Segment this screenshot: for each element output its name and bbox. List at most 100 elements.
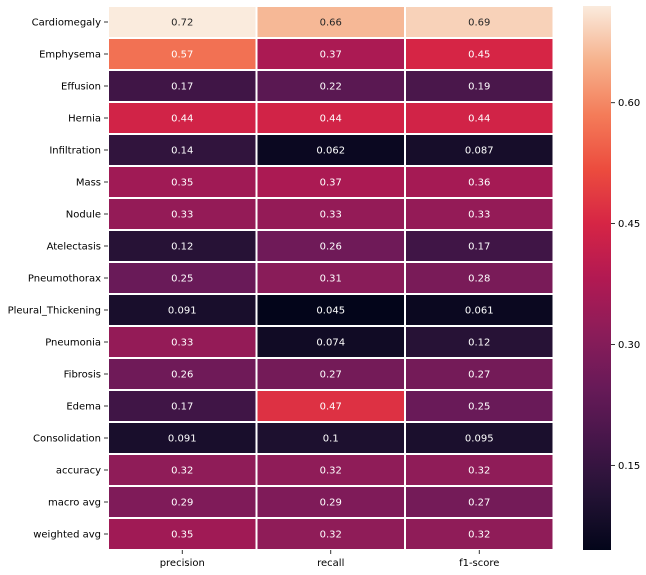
colorbar-tick-label: 0.30 [618,340,640,351]
x-axis-tick-labels: precision recall f1-score [160,550,499,569]
heatmap-cell-weighted-avg-recall [255,517,406,551]
heatmap-cell-value-consolidation-recall: 0.1 [323,434,339,445]
heatmap-cell-value-fibrosis-f1-score: 0.27 [468,370,490,381]
y-tick-label-emphysema: Emphysema [39,50,101,61]
heatmap-cell-value-weighted-avg-recall: 0.32 [320,530,342,541]
heatmap-cell-value-edema-precision: 0.17 [171,402,193,413]
heatmap-cell-value-fibrosis-recall: 0.27 [320,370,342,381]
y-tick-label-pleural-thickening: Pleural_Thickening [8,306,101,317]
colorbar-tick-label: 0.45 [618,219,640,230]
heatmap-cell-value-nodule-recall: 0.33 [320,210,342,221]
heatmap-cell-value-pleural-thickening-precision: 0.091 [168,306,197,317]
x-tick-label-precision: precision [160,558,205,569]
heatmap-cell-value-pneumonia-recall: 0.074 [316,338,345,349]
heatmap-cell-value-pneumonia-precision: 0.33 [171,338,193,349]
heatmap-cell-value-infiltration-f1-score: 0.087 [465,146,494,157]
colorbar-ticks: 0.15 0.30 0.45 0.60 [611,98,640,472]
heatmap-cell-value-effusion-f1-score: 0.19 [468,82,490,93]
colorbar-gradient [583,6,611,550]
heatmap-cell-weighted-avg-precision [107,517,258,551]
heatmap-cell-value-consolidation-f1-score: 0.095 [465,434,494,445]
heatmap-cell-value-atelectasis-precision: 0.12 [171,242,193,253]
heatmap-cell-value-weighted-avg-f1-score: 0.32 [468,530,490,541]
y-tick-label-nodule: Nodule [66,210,101,221]
heatmap-cell-edema-precision [107,389,258,423]
y-tick-label-accuracy: accuracy [56,466,101,477]
heatmap-cell-value-pneumothorax-precision: 0.25 [171,274,193,285]
heatmap-cell-value-accuracy-f1-score: 0.32 [468,466,490,477]
heatmap-cell-value-accuracy-precision: 0.32 [171,466,193,477]
heatmap-cell-consolidation-f1-score [404,421,555,455]
heatmap-cell-value-fibrosis-precision: 0.26 [171,370,193,381]
heatmap-cell-pneumothorax-f1-score [404,261,555,295]
heatmap-cell-emphysema-f1-score [404,37,555,71]
heatmap-cell-mass-recall [255,165,406,199]
heatmap-cell-pleural-thickening-recall [255,293,406,327]
heatmap-cell-value-macro-avg-f1-score: 0.27 [468,498,490,509]
x-tick-label-recall: recall [317,558,344,569]
heatmap-cell-edema-f1-score [404,389,555,423]
heatmap-cell-atelectasis-precision [107,229,258,263]
heatmap-cell-value-mass-f1-score: 0.36 [468,178,490,189]
heatmap-cell-value-edema-f1-score: 0.25 [468,402,490,413]
heatmap-cell-pleural-thickening-f1-score [404,293,555,327]
heatmap-cell-value-cardiomegaly-precision: 0.72 [171,18,193,29]
y-tick-label-mass: Mass [76,178,101,189]
heatmap-cell-value-effusion-recall: 0.22 [320,82,342,93]
y-tick-label-consolidation: Consolidation [33,434,101,445]
heatmap-cell-value-pneumothorax-f1-score: 0.28 [468,274,490,285]
heatmap-cell-value-macro-avg-recall: 0.29 [320,498,342,509]
heatmap-cell-effusion-recall [255,69,406,103]
heatmap-cell-hernia-f1-score [404,101,555,135]
heatmap-cell-value-pleural-thickening-recall: 0.045 [316,306,345,317]
heatmap-cell-value-emphysema-recall: 0.37 [320,50,342,61]
y-tick-label-cardiomegaly: Cardiomegaly [32,18,101,29]
heatmap-cell-value-emphysema-f1-score: 0.45 [468,50,490,61]
x-tick-label-f1-score: f1-score [459,558,499,569]
heatmap-cell-value-effusion-precision: 0.17 [171,82,193,93]
heatmap-cell-pneumonia-precision [107,325,258,359]
heatmap-cell-value-macro-avg-precision: 0.29 [171,498,193,509]
heatmap-cell-value-pneumothorax-recall: 0.31 [320,274,342,285]
heatmap-cell-value-pneumonia-f1-score: 0.12 [468,338,490,349]
heatmap-cells: 0.72 0.66 0.69 0.57 0.37 0.45 0.17 0.22 0.19 0.44… [107,5,555,551]
y-tick-label-pneumothorax: Pneumothorax [28,274,101,285]
heatmap-cell-value-atelectasis-f1-score: 0.17 [468,242,490,253]
heatmap-cell-value-nodule-f1-score: 0.33 [468,210,490,221]
heatmap-cell-value-mass-recall: 0.37 [320,178,342,189]
heatmap-cell-value-cardiomegaly-f1-score: 0.69 [468,18,490,29]
y-tick-label-atelectasis: Atelectasis [47,242,101,253]
heatmap-cell-infiltration-recall [255,133,406,167]
heatmap-cell-atelectasis-recall [255,229,406,263]
y-axis-tick-labels: Cardiomegaly Emphysema Effusion Hernia Infil… [8,18,108,541]
heatmap-cell-weighted-avg-f1-score [404,517,555,551]
heatmap-cell-value-edema-recall: 0.47 [320,402,342,413]
y-tick-label-hernia: Hernia [68,114,101,125]
y-tick-label-infiltration: Infiltration [49,146,101,157]
heatmap-cell-nodule-recall [255,197,406,231]
y-tick-label-effusion: Effusion [61,82,101,93]
heatmap-cell-pneumonia-f1-score [404,325,555,359]
heatmap-cell-fibrosis-f1-score [404,357,555,391]
heatmap-cell-value-accuracy-recall: 0.32 [320,466,342,477]
colorbar-tick-label: 0.15 [618,461,640,472]
heatmap-cell-value-cardiomegaly-recall: 0.66 [320,18,342,29]
heatmap-cell-atelectasis-f1-score [404,229,555,263]
heatmap-cell-macro-avg-precision [107,485,258,519]
colorbar: 0.15 0.30 0.45 0.60 [583,6,640,550]
y-tick-label-macro-avg: macro avg [48,498,101,509]
heatmap-cell-value-hernia-recall: 0.44 [320,114,342,125]
heatmap-cell-value-infiltration-precision: 0.14 [171,146,193,157]
heatmap-cell-macro-avg-f1-score [404,485,555,519]
colorbar-tick-label: 0.60 [618,98,640,109]
y-tick-label-weighted-avg: weighted avg [33,530,101,541]
y-tick-label-pneumonia: Pneumonia [45,338,101,349]
heatmap-cell-value-mass-precision: 0.35 [171,178,193,189]
heatmap-cell-accuracy-f1-score [404,453,555,487]
heatmap-cell-value-hernia-precision: 0.44 [171,114,193,125]
heatmap-cell-value-atelectasis-recall: 0.26 [320,242,342,253]
heatmap-cell-value-hernia-f1-score: 0.44 [468,114,490,125]
y-tick-label-edema: Edema [66,402,101,413]
heatmap-cell-value-weighted-avg-precision: 0.35 [171,530,193,541]
